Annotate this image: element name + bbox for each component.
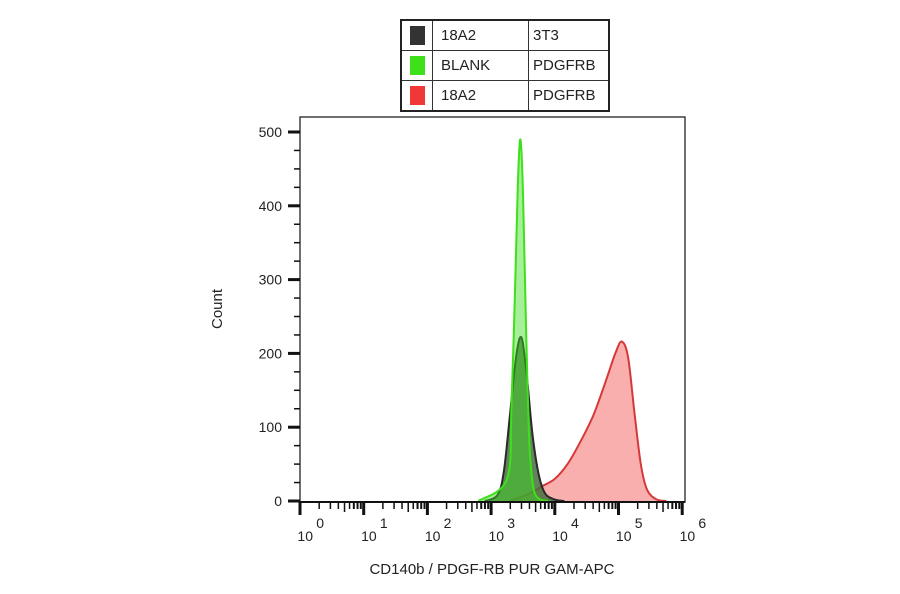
chart-legend: 18A2 3T3 BLANK PDGFRB 18A2 PDGFRB [400,19,610,112]
x-tick-label: 10 [425,528,441,544]
y-tick-label: 0 [274,493,282,509]
x-tick-label: 10 [297,528,313,544]
x-tick-label: 10 [616,528,632,544]
x-tick-exponent: 6 [698,515,706,531]
legend-swatch-green [409,56,425,75]
y-tick-label: 200 [259,345,283,361]
legend-label: 3T3 [528,19,610,51]
y-tick-label: 500 [259,124,283,140]
legend-label: 18A2 [432,80,529,112]
series-blank-pdgfrb [477,138,549,502]
y-axis: 0 100 200 300 400 500 [259,124,300,509]
x-tick-exponent: 5 [635,515,643,531]
legend-swatch-black [409,26,425,45]
x-tick-exponent: 4 [571,515,579,531]
histogram-series [477,138,667,502]
x-tick-label: 10 [680,528,696,544]
x-tick-exponent: 0 [316,515,324,531]
legend-label: PDGFRB [528,50,610,81]
x-tick-label: 10 [361,528,377,544]
y-tick-label: 400 [259,198,283,214]
x-tick-exponent: 1 [380,515,388,531]
series-18a2-pdgfrb [509,340,667,502]
x-tick-label: 10 [552,528,568,544]
x-tick-exponent: 3 [507,515,515,531]
y-tick-label: 300 [259,272,283,288]
x-axis-title: CD140b / PDGF-RB PUR GAM-APC [369,561,614,578]
series-18a2-3t3 [484,335,565,502]
x-tick-label: 10 [489,528,505,544]
legend-label: BLANK [432,50,529,81]
y-axis-title: Count [209,288,226,329]
y-tick-label: 100 [259,419,283,435]
x-tick-exponent: 2 [444,515,452,531]
legend-label: PDGFRB [528,80,610,112]
legend-swatch-red [409,86,425,105]
legend-row-18a2-pdgfrb: 18A2 PDGFRB [400,80,610,112]
legend-row-blank-pdgfrb: BLANK PDGFRB [400,50,610,81]
